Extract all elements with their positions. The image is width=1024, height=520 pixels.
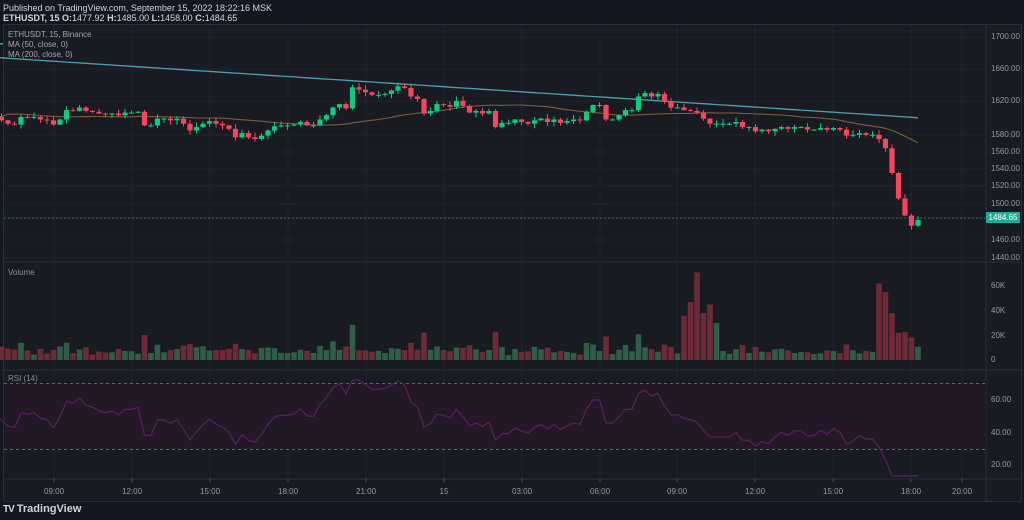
volume-pane-label: Volume [8,268,35,277]
tradingview-logo[interactable]: TV TradingView [3,502,81,516]
volume-axis-tick: 0 [991,355,996,364]
price-axis-tick: 1700.00 [991,32,1020,41]
volume-axis-tick: 60K [991,281,1006,290]
time-axis-tick: 15:00 [200,487,221,496]
high-label: H: [107,13,117,23]
price-axis-tick: 1620.00 [991,96,1020,105]
time-axis-tick: 06:00 [590,487,611,496]
close-label: C: [195,13,205,23]
time-axis-tick: 21:00 [356,487,377,496]
low-value: 1458.00 [160,13,193,23]
time-axis-tick: 09:00 [44,487,65,496]
close-value: 1484.65 [204,13,238,23]
time-axis-tick: 15 [439,487,449,496]
published-info: Published on TradingView.com, September … [3,3,273,13]
time-axis-tick: 20:00 [952,487,973,496]
rsi-axis-tick: 20.00 [991,460,1012,469]
price-axis-tick: 1540.00 [991,164,1020,173]
open-label: O: [62,13,73,23]
time-axis-tick: 09:00 [667,487,688,496]
open-value: 1477.92 [72,13,105,23]
tradingview-logo-text: TradingView [16,503,82,515]
tradingview-logo-icon: TV [3,503,15,515]
price-axis-tick: 1520.00 [991,181,1020,190]
rsi-axis-tick: 40.00 [991,428,1012,437]
time-axis-tick: 15:00 [823,487,844,496]
price-axis-tick: 1580.00 [991,130,1020,139]
price-axis-tick: 1460.00 [991,235,1020,244]
price-axis-tick: 1500.00 [991,199,1020,208]
legend-ma200[interactable]: MA (200, close, 0) [8,50,73,59]
high-value: 1485.00 [116,13,150,23]
volume-axis-tick: 20K [991,331,1006,340]
price-axis-tick: 1660.00 [991,64,1020,73]
time-axis-tick: 18:00 [278,487,299,496]
time-axis-tick: 12:00 [745,487,766,496]
last-price-tag: 1484.65 [986,212,1020,223]
volume-axis-tick: 40K [991,306,1006,315]
time-axis-tick: 03:00 [512,487,533,496]
time-axis-tick: 12:00 [122,487,143,496]
legend-main: ETHUSDT, 15, Binance [8,30,92,39]
symbol-interval: ETHUSDT, 15 [3,13,60,23]
ohlc-bar: ETHUSDT, 15 O:1477.92 H:1485.00 L:1458.0… [3,13,237,23]
low-label: L: [151,13,161,23]
time-axis-tick: 18:00 [901,487,922,496]
price-axis-tick: 1440.00 [991,253,1020,262]
legend-ma50[interactable]: MA (50, close, 0) [8,40,69,49]
rsi-axis-tick: 60.00 [991,395,1012,404]
price-axis-tick: 1560.00 [991,147,1020,156]
rsi-pane-label: RSI (14) [8,374,38,383]
